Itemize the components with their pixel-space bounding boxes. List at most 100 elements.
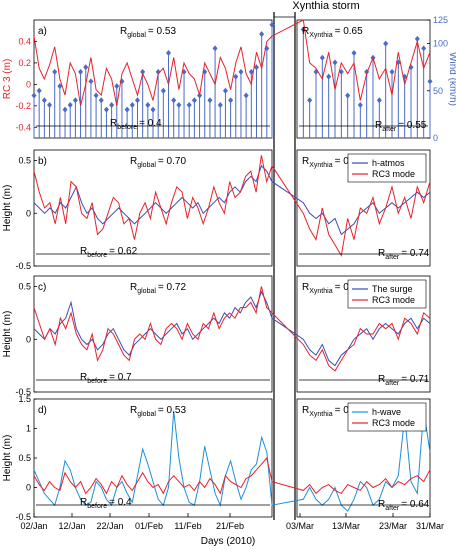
x-axis-label: Days (2010)	[201, 536, 255, 547]
x-axis: 02/Jan 12/Jan 22/Jan 01/Feb 11/Feb 21/Feb 03/M…	[20, 513, 444, 531]
wind-marker	[332, 59, 338, 66]
wind-marker	[345, 92, 351, 99]
r-before-label: Rbefore = 0.7	[80, 372, 132, 385]
y-tick-label: -0.5	[15, 387, 31, 397]
wind-marker	[338, 68, 344, 75]
legend-entry: RC3 mode	[372, 418, 415, 428]
r-xynthia-label: RXynthia = 0.65	[302, 26, 363, 39]
y-right-axis-label: Wind (km/h)	[447, 52, 456, 106]
wind-marker	[357, 101, 363, 108]
series-line-rc3-mode	[33, 456, 431, 495]
wind-marker	[109, 101, 115, 108]
x-tick-label: 12/Jan	[58, 521, 85, 531]
y-tick-label: 0.5	[18, 453, 31, 463]
y-right-tick-label: 125	[433, 15, 448, 25]
wind-marker	[83, 64, 89, 71]
legend-entry: RC3 mode	[372, 169, 415, 179]
r-before-label: Rbefore = 0.4	[80, 497, 132, 510]
x-tick-label: 11/Feb	[174, 521, 201, 531]
wind-marker	[207, 97, 213, 104]
y-axis-label: Height (m)	[2, 185, 13, 232]
wind-marker	[103, 106, 109, 113]
wind-marker	[248, 68, 254, 75]
x-tick-label: 01/Feb	[135, 521, 163, 531]
x-tick-label: 22/Jan	[96, 521, 123, 531]
wind-marker	[376, 97, 382, 104]
panel-letter: b)	[38, 156, 47, 167]
legend-entry: h-wave	[372, 407, 401, 417]
wind-marker	[41, 97, 47, 104]
y-tick-label: 0	[26, 483, 31, 493]
wind-marker	[191, 97, 197, 104]
legend-box	[347, 402, 427, 432]
y-tick-label: 0.4	[18, 36, 31, 46]
wind-marker	[67, 101, 73, 108]
series-line-rc3-mode	[33, 155, 431, 257]
wind-marker	[243, 92, 249, 99]
rc3-line	[33, 19, 431, 106]
wind-marker	[124, 106, 130, 113]
wind-marker	[383, 40, 389, 47]
wind-marker	[62, 106, 68, 113]
wind-marker	[421, 45, 427, 52]
r-global-label: Rglobal = 0.53	[130, 405, 186, 418]
wind-marker	[228, 97, 234, 104]
legend-box	[347, 279, 427, 309]
r-after-label: Rafter = 0.74	[378, 248, 430, 261]
y-axis-label: RC 3 (m)	[2, 59, 13, 100]
wind-marker	[166, 50, 172, 57]
wind-marker	[186, 101, 192, 108]
y-tick-label: 1.5	[18, 394, 31, 404]
y-tick-label: 0.5	[18, 282, 31, 292]
wind-marker	[427, 78, 433, 85]
wind-marker	[140, 68, 146, 75]
wind-marker	[155, 68, 161, 75]
y-right-tick-label: 50	[433, 86, 443, 96]
x-tick-label: 21/Feb	[216, 521, 244, 531]
wind-marker	[93, 92, 99, 99]
y-tick-label: 0.2	[18, 58, 31, 68]
panel-a: 0.4 0.2 0 -0.2 -0.4 RC 3 (m) a) 0 50 100 125 Wind (…	[2, 15, 456, 143]
wind-marker	[171, 97, 177, 104]
wind-marker	[307, 97, 313, 104]
wind-marker	[78, 68, 84, 75]
wind-marker	[351, 50, 357, 57]
x-tick-label: 02/Jan	[20, 521, 47, 531]
panel-letter: a)	[38, 26, 47, 37]
y-tick-label: 1	[26, 424, 31, 434]
wind-marker	[57, 83, 63, 90]
r-before-label: Rbefore = 0.4	[110, 118, 162, 131]
y-right-tick-label: 100	[433, 39, 448, 49]
legend-entry: h-atmos	[372, 158, 405, 168]
wind-marker	[145, 101, 151, 108]
wind-marker	[31, 92, 37, 99]
wind-marker	[389, 68, 395, 75]
wind-marker	[222, 87, 228, 94]
plot-frame-right	[296, 275, 431, 393]
wind-marker	[238, 68, 244, 75]
y-axis-label: Height (m)	[2, 435, 13, 482]
r-after-label: Rafter = 0.71	[378, 374, 430, 387]
wind-marker	[134, 97, 140, 104]
y-axis-label: Height (m)	[2, 311, 13, 358]
wind-marker	[259, 31, 265, 38]
storm-overlay	[273, 12, 296, 520]
wind-marker	[129, 101, 135, 108]
wind-marker	[212, 45, 218, 52]
wind-marker	[269, 21, 275, 28]
storm-label: Xynthia storm	[292, 0, 359, 12]
y-tick-label: 0	[26, 208, 31, 218]
plot-frame-left	[33, 149, 273, 267]
wind-marker	[114, 83, 120, 90]
y-tick-label: -0.5	[15, 261, 31, 271]
y-tick-label: 0	[26, 334, 31, 344]
y-right-tick-label: 0	[433, 133, 438, 143]
x-tick-label: 31/Mar	[416, 521, 444, 531]
